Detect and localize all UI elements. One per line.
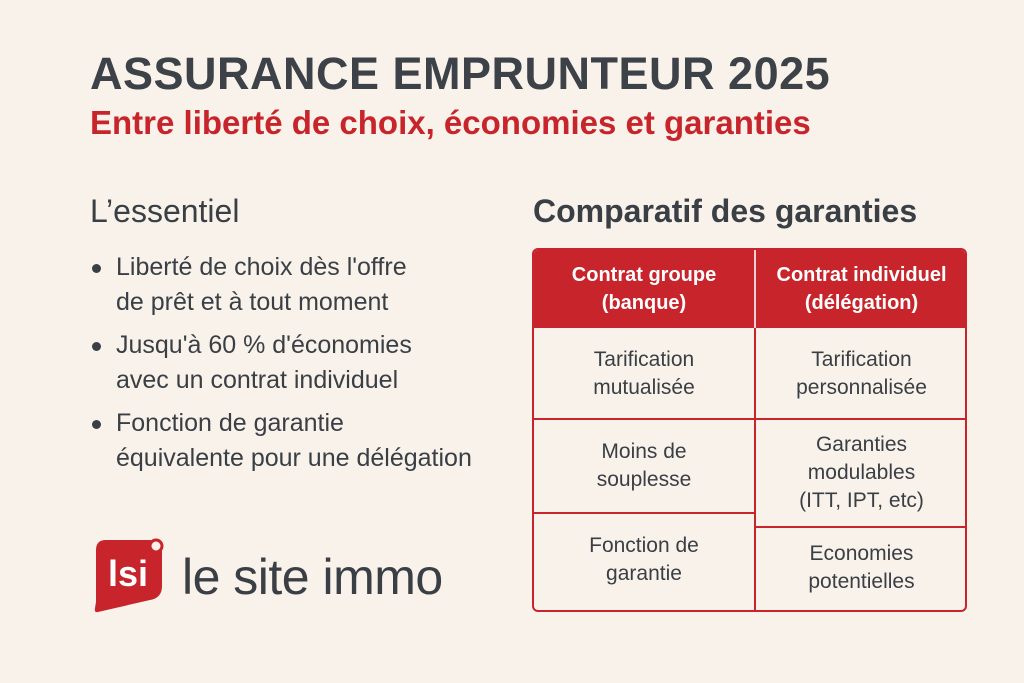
- comparison-table: Contrat groupe (banque) Contrat individu…: [532, 248, 967, 612]
- comparatif-heading: Comparatif des garanties: [533, 193, 918, 229]
- page-title: ASSURANCE EMPRUNTEUR 2025: [90, 48, 831, 99]
- essentiel-heading: L’essentiel: [90, 193, 240, 229]
- table-cell-left: Fonction de garantie: [534, 514, 754, 606]
- row-divider: [756, 418, 965, 420]
- header-line: Contrat individuel: [776, 264, 947, 286]
- column-divider: [754, 328, 756, 610]
- bullet-line: Fonction de garantie: [116, 409, 344, 437]
- bullet-dot-icon: [92, 264, 101, 273]
- header-divider: [754, 250, 756, 328]
- row-divider: [534, 418, 754, 420]
- table-cell-left: Tarification mutualisée: [534, 330, 754, 418]
- lsi-logo-icon: lsi: [94, 538, 164, 613]
- row-divider: [534, 512, 754, 514]
- header-line: (délégation): [804, 292, 919, 314]
- cell-line: Fonction de: [589, 534, 699, 557]
- table-cell-right: Tarification personnalisée: [756, 330, 965, 418]
- header-contrat-individuel: Contrat individuel (délégation): [756, 250, 965, 328]
- row-divider: [756, 526, 965, 528]
- table-cell-right: Economies potentielles: [756, 528, 965, 608]
- logo-mark-text: lsi: [108, 553, 148, 594]
- bullet-line: équivalente pour une délégation: [116, 444, 472, 472]
- bullet-dot-icon: [92, 420, 101, 429]
- header-line: (banque): [601, 292, 687, 314]
- bullet-dot-icon: [92, 342, 101, 351]
- bullet-line: avec un contrat individuel: [116, 366, 399, 394]
- cell-line: Economies: [809, 542, 914, 565]
- cell-line: garantie: [606, 562, 682, 585]
- cell-line: modulables: [807, 461, 916, 484]
- table-cell-left: Moins de souplesse: [534, 420, 754, 512]
- cell-line: personnalisée: [796, 376, 927, 399]
- essentiel-list: Liberté de choix dès l'offre de prêt et à…: [90, 250, 520, 484]
- header-line: Contrat groupe: [571, 264, 717, 286]
- cell-line: potentielles: [808, 570, 915, 593]
- header-contrat-groupe: Contrat groupe (banque): [534, 250, 754, 328]
- cell-line: Tarification: [811, 348, 912, 371]
- list-item: Fonction de garantie équivalente pour une…: [90, 406, 520, 476]
- table-cell-right: Garanties modulables (ITT, IPT, etc): [756, 420, 965, 526]
- cell-line: Garanties: [815, 433, 908, 456]
- logo-name: le site immo: [182, 549, 443, 605]
- page-subtitle: Entre liberté de choix, économies et gar…: [90, 104, 811, 141]
- cell-line: mutualisée: [593, 376, 695, 399]
- cell-line: Tarification: [593, 348, 695, 371]
- bullet-line: Jusqu'à 60 % d'économies: [116, 331, 412, 359]
- cell-line: (ITT, IPT, etc): [799, 489, 924, 512]
- bullet-line: de prêt et à tout moment: [116, 288, 389, 316]
- cell-line: souplesse: [596, 468, 692, 491]
- bullet-line: Liberté de choix dès l'offre: [116, 253, 407, 281]
- list-item: Jusqu'à 60 % d'économies avec un contrat …: [90, 328, 520, 398]
- cell-line: Moins de: [601, 440, 687, 463]
- list-item: Liberté de choix dès l'offre de prêt et à…: [90, 250, 520, 320]
